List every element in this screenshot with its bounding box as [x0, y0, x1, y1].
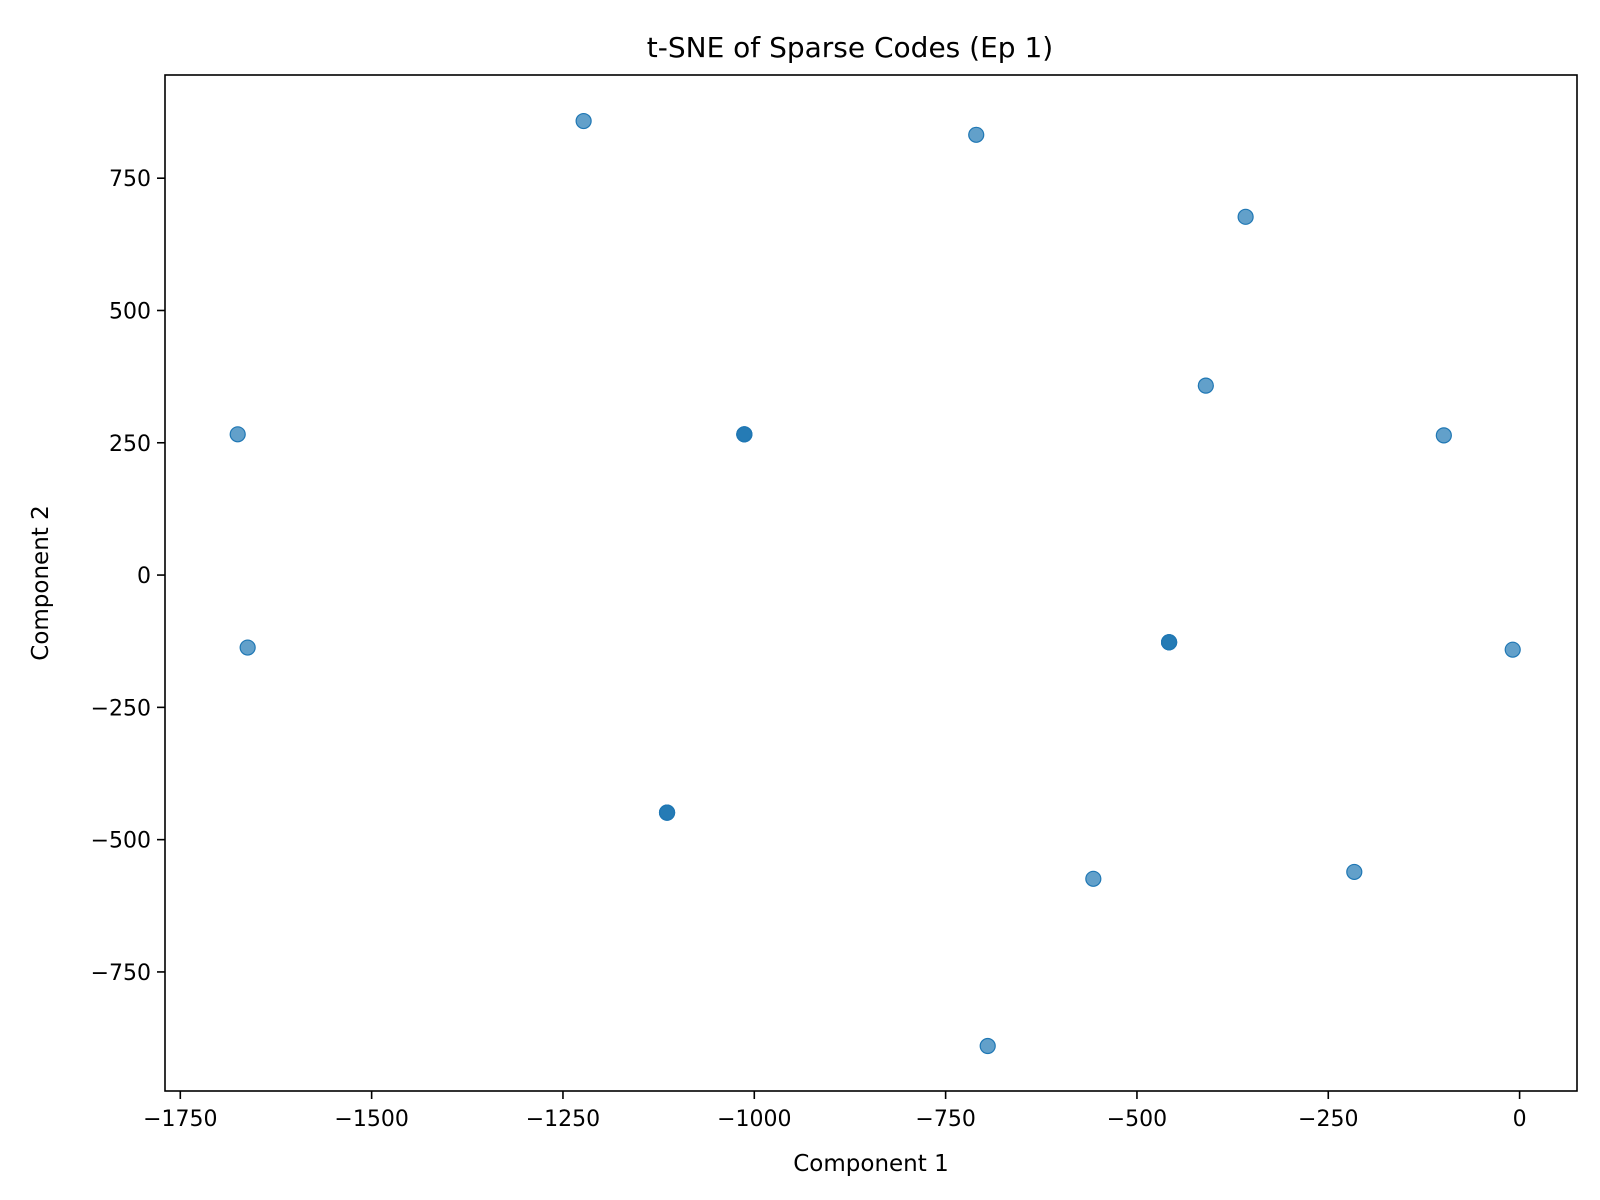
y-tick-label: −750	[91, 961, 151, 986]
y-tick-label: 750	[109, 167, 151, 192]
y-tick-label: 250	[109, 432, 151, 457]
y-axis: 750 500 250 0 −250 −500 −750	[91, 167, 165, 986]
y-tick-label: −500	[91, 829, 151, 854]
x-axis-label: Component 1	[793, 1151, 948, 1177]
data-point	[658, 804, 676, 821]
y-axis-label: Component 2	[28, 505, 54, 660]
x-tick-label: −750	[915, 1107, 975, 1132]
data-point	[239, 639, 256, 656]
x-tick-label: 0	[1513, 1107, 1527, 1132]
y-tick-label: 500	[109, 299, 151, 324]
data-point	[1237, 208, 1254, 225]
data-point	[1160, 634, 1178, 651]
y-tick-label: −250	[91, 696, 151, 721]
data-point	[1435, 427, 1452, 444]
data-point	[979, 1037, 996, 1055]
data-point	[1197, 377, 1214, 394]
x-tick-label: −1750	[143, 1107, 217, 1132]
data-point	[1085, 870, 1102, 887]
data-point	[968, 126, 985, 143]
x-tick-label: −1000	[717, 1107, 791, 1132]
data-point	[229, 426, 246, 443]
y-tick-label: 0	[137, 564, 151, 589]
x-tick-label: −500	[1107, 1107, 1167, 1132]
data-point	[1504, 641, 1521, 658]
chart-title: t-SNE of Sparse Codes (Ep 1)	[647, 31, 1053, 64]
data-point	[736, 426, 753, 443]
x-tick-label: −1250	[526, 1107, 600, 1132]
data-point	[1346, 863, 1363, 881]
data-point	[575, 112, 592, 130]
x-tick-label: −1500	[334, 1107, 408, 1132]
x-axis: −1750 −1500 −1250 −1000 −750 −500 −250 0	[143, 1091, 1527, 1132]
x-tick-label: −250	[1298, 1107, 1358, 1132]
points-layer	[229, 112, 1521, 1055]
plot-frame	[164, 74, 1578, 1092]
